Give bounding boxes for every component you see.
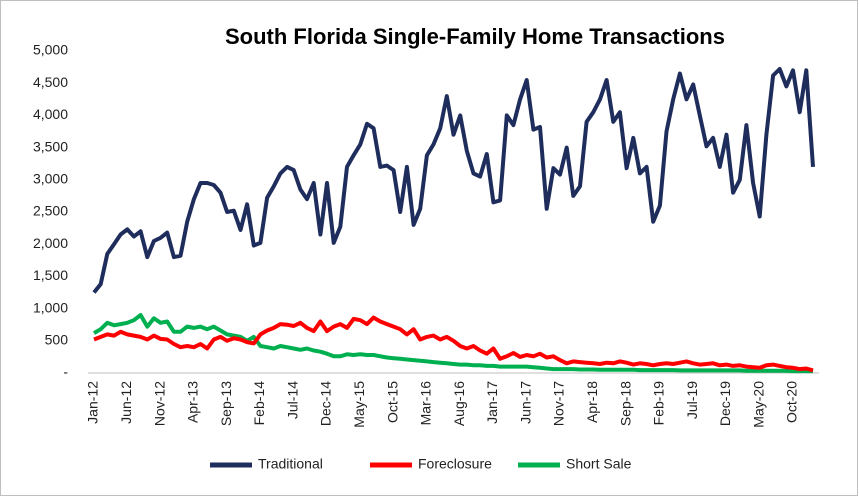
x-tick-label: Sep-13 [218,381,234,426]
y-tick-label: 3,500 [33,138,68,154]
x-tick-label: Oct-15 [384,381,400,423]
legend-label: Foreclosure [418,456,492,472]
legend-label: Short Sale [566,456,632,472]
y-tick-label: 4,500 [33,74,68,90]
x-tick-label: Dec-14 [318,381,334,426]
x-tick-label: Dec-19 [717,381,733,426]
x-tick-label: Feb-14 [251,381,267,426]
series-line [92,313,813,374]
x-tick-label: Jun-12 [118,381,134,424]
x-tick-label: Jan-17 [484,381,500,424]
x-tick-label: Apr-18 [584,381,600,423]
y-tick-label: 1,500 [33,267,68,283]
y-tick-label: 2,000 [33,235,68,251]
x-tick-label: Aug-16 [451,381,467,426]
x-tick-label: Jul-19 [684,381,700,419]
x-tick-label: Jul-14 [284,381,300,419]
y-tick-label: 2,500 [33,203,68,219]
y-tick-label: 3,000 [33,171,68,187]
series-line [93,315,814,373]
x-tick-label: May-20 [750,381,766,428]
y-tick-label: - [63,364,68,380]
y-tick-label: 500 [45,332,69,348]
y-tick-label: 1,000 [33,299,68,315]
x-tick-label: Sep-18 [617,381,633,426]
y-tick-label: 5,000 [33,42,68,58]
y-tick-label: 4,000 [33,106,68,122]
chart-title: South Florida Single-Family Home Transac… [225,24,725,49]
x-tick-label: Jan-12 [85,381,101,424]
x-tick-label: Feb-19 [651,381,667,426]
x-tick-label: Jun-17 [517,381,533,424]
x-tick-label: Apr-13 [185,381,201,423]
x-tick-label: Nov-12 [151,381,167,426]
x-tick-label: May-15 [351,381,367,428]
legend-label: Traditional [258,456,323,472]
x-tick-label: Nov-17 [551,381,567,426]
x-tick-label: Oct-20 [784,381,800,423]
x-tick-label: Mar-16 [418,381,434,426]
series-line [92,67,815,294]
